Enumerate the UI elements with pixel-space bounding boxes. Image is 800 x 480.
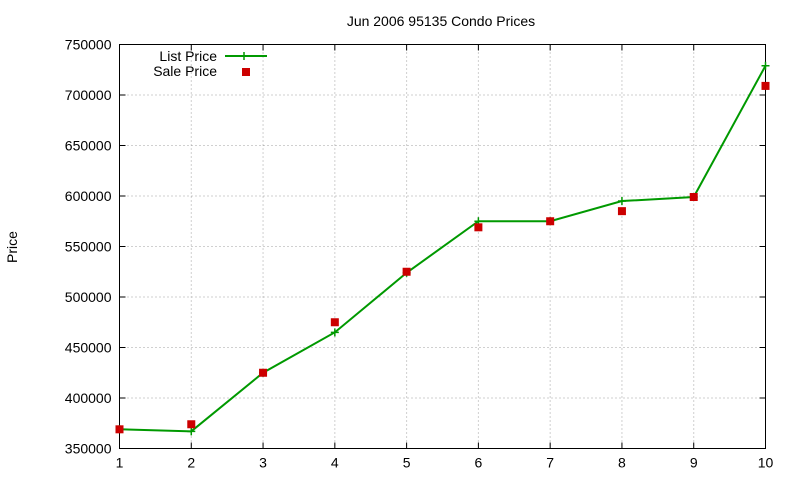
- x-axis-ticks: 1 2 3 4 5 6 7 8 9 10: [116, 44, 774, 471]
- list-price-point: [330, 328, 339, 337]
- y-tick-label: 700000: [65, 87, 112, 103]
- sale-price-point: [330, 318, 339, 327]
- y-axis-ticks: 350000 400000 450000 500000 550000 600000 6500…: [65, 37, 766, 457]
- y-tick-label: 350000: [65, 441, 112, 457]
- y-tick-label: 400000: [65, 390, 112, 406]
- x-tick-label: 4: [331, 455, 339, 471]
- legend-label-sale-price: Sale Price: [153, 63, 217, 79]
- sale-price-point: [546, 217, 555, 226]
- x-tick-label: 10: [758, 455, 774, 471]
- y-tick-label: 450000: [65, 340, 112, 356]
- legend-entry-list-price: List Price: [159, 48, 267, 64]
- sale-price-point: [689, 193, 698, 202]
- list-price-point: [761, 61, 770, 70]
- sale-price-point: [617, 207, 626, 216]
- x-tick-label: 7: [546, 455, 554, 471]
- legend-marker-list-price: [240, 52, 248, 60]
- y-axis-label: Price: [4, 231, 20, 263]
- x-tick-label: 6: [474, 455, 482, 471]
- y-tick-label: 500000: [65, 289, 112, 305]
- y-tick-label: 550000: [65, 239, 112, 255]
- grid-lines: [119, 44, 766, 449]
- sale-price-point: [187, 420, 196, 429]
- legend-marker-sale-price: [242, 68, 250, 76]
- sale-price-point: [115, 425, 124, 434]
- x-tick-label: 9: [690, 455, 698, 471]
- series-layer: [115, 61, 770, 436]
- sale-price-point: [761, 81, 770, 90]
- x-tick-label: 3: [259, 455, 267, 471]
- x-tick-label: 1: [116, 455, 124, 471]
- y-tick-label: 650000: [65, 138, 112, 154]
- list-price-point: [187, 427, 196, 436]
- sale-price-point: [402, 267, 411, 276]
- sale-price-point: [259, 368, 268, 377]
- chart-title: Jun 2006 95135 Condo Prices: [347, 13, 535, 29]
- y-tick-label: 600000: [65, 188, 112, 204]
- x-tick-label: 5: [403, 455, 411, 471]
- sale-price-point: [474, 223, 483, 232]
- y-tick-label: 750000: [65, 37, 112, 53]
- x-tick-label: 2: [187, 455, 195, 471]
- legend-entry-sale-price: Sale Price: [153, 63, 250, 79]
- list-price-point: [617, 197, 626, 206]
- list-price-line: [119, 65, 767, 433]
- legend: List Price Sale Price: [153, 48, 267, 79]
- legend-label-list-price: List Price: [159, 48, 217, 64]
- x-tick-label: 8: [618, 455, 626, 471]
